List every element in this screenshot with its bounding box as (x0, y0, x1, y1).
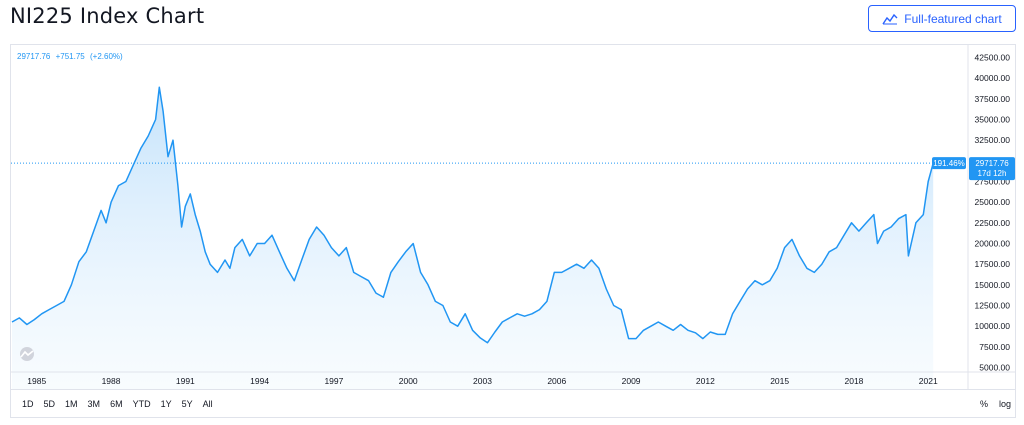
x-tick-label: 1985 (27, 376, 46, 386)
y-tick-label: 12500.00 (975, 301, 1011, 311)
range-5d-button[interactable]: 5D (43, 399, 56, 409)
legend-change: +751.75 (55, 52, 85, 61)
legend-change-pct: (+2.60%) (89, 52, 123, 61)
range-selector: 1D 5D 1M 3M 6M YTD 1Y 5Y All (22, 399, 223, 409)
series-line (11, 86, 934, 344)
range-ytd-button[interactable]: YTD (132, 399, 151, 409)
x-tick-label: 2009 (622, 376, 641, 386)
x-tick-label: 1991 (176, 376, 195, 386)
full-featured-chart-button[interactable]: Full-featured chart (868, 5, 1016, 32)
x-tick-label: 2021 (919, 376, 938, 386)
range-3m-button[interactable]: 3M (87, 399, 101, 409)
legend-last-price: 29717.76 (17, 52, 51, 61)
x-tick-label: 2006 (547, 376, 566, 386)
y-tick-label: 32500.00 (975, 135, 1011, 145)
chart-icon (882, 13, 898, 24)
y-tick-label: 7500.00 (979, 342, 1010, 352)
scale-selector: % log (980, 399, 1011, 409)
y-tick-label: 5000.00 (979, 363, 1010, 373)
y-tick-label: 17500.00 (975, 259, 1011, 269)
series-area-fill (12, 87, 934, 390)
x-tick-label: 2015 (770, 376, 789, 386)
range-1m-button[interactable]: 1M (65, 399, 78, 409)
x-tick-label: 1988 (102, 376, 121, 386)
x-tick-label: 2000 (399, 376, 418, 386)
price-badge-label: 29717.76 (975, 159, 1009, 168)
full-featured-chart-label: Full-featured chart (904, 11, 1002, 26)
log-scale-button[interactable]: log (998, 399, 1011, 409)
timescale-divider (11, 389, 1015, 390)
page-title: NI225 Index Chart (10, 4, 205, 28)
pct-badge (932, 157, 966, 170)
y-tick-label: 37500.00 (975, 94, 1011, 104)
y-tick-label: 20000.00 (975, 239, 1011, 249)
x-tick-label: 2003 (473, 376, 492, 386)
x-tick-label: 2012 (696, 376, 715, 386)
y-tick-label: 35000.00 (975, 115, 1011, 125)
y-tick-label: 27500.00 (975, 177, 1011, 187)
price-legend: 29717.76 +751.75 (+2.60%) (17, 52, 126, 61)
y-tick-label: 40000.00 (975, 73, 1011, 83)
x-tick-label: 1997 (324, 376, 343, 386)
y-tick-label: 42500.00 (975, 53, 1011, 63)
y-tick-label: 25000.00 (975, 197, 1011, 207)
range-5y-button[interactable]: 5Y (181, 399, 193, 409)
pct-badge-label: 191.46% (933, 159, 965, 168)
x-tick-label: 2018 (844, 376, 863, 386)
range-1d-button[interactable]: 1D (22, 399, 34, 409)
range-all-button[interactable]: All (202, 399, 213, 409)
y-tick-label: 10000.00 (975, 321, 1011, 331)
tradingview-logo-icon[interactable] (18, 347, 36, 361)
y-tick-label: 22500.00 (975, 218, 1011, 228)
percent-scale-button[interactable]: % (979, 399, 988, 409)
range-1y-button[interactable]: 1Y (160, 399, 172, 409)
x-tick-label: 1994 (250, 376, 269, 386)
countdown-label: 17d 12h (978, 169, 1007, 178)
range-6m-button[interactable]: 6M (110, 399, 123, 409)
y-tick-label: 15000.00 (975, 280, 1011, 290)
price-badge (969, 157, 1015, 181)
